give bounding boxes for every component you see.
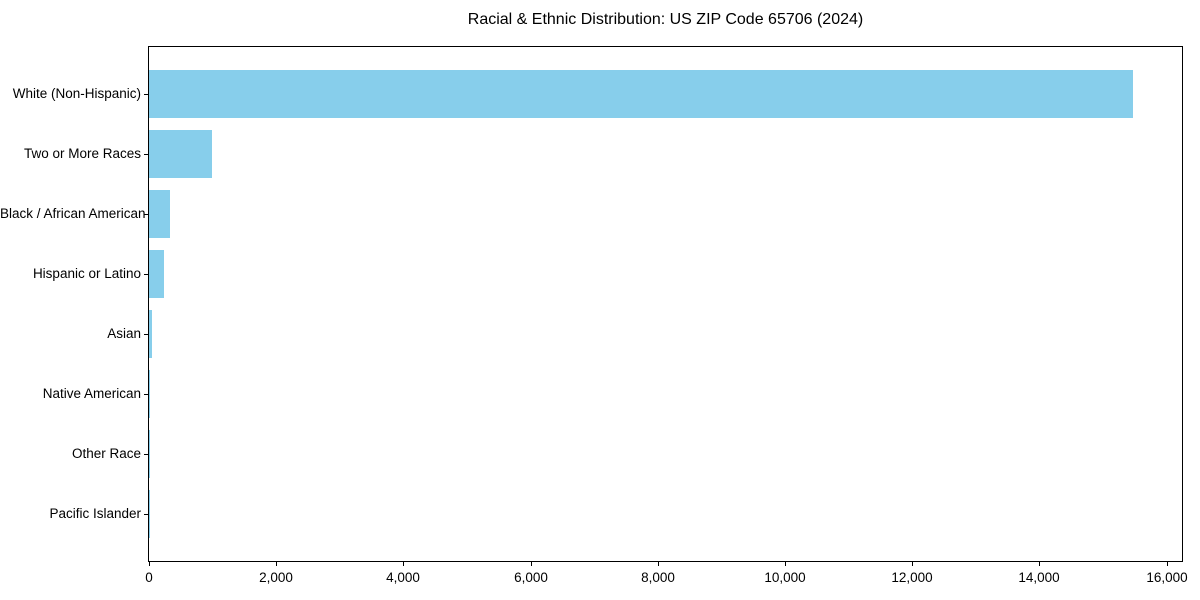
bar bbox=[149, 250, 165, 299]
y-tick-mark bbox=[144, 334, 148, 335]
y-tick-label: Other Race bbox=[71, 446, 141, 461]
x-tick-mark bbox=[1167, 562, 1168, 566]
x-tick-mark bbox=[658, 562, 659, 566]
x-tick-mark bbox=[149, 562, 150, 566]
y-tick-label: Two or More Races bbox=[23, 146, 141, 161]
x-tick-label: 14,000 bbox=[1018, 570, 1060, 585]
x-tick-mark bbox=[1039, 562, 1040, 566]
x-tick-mark bbox=[276, 562, 277, 566]
x-tick-mark bbox=[403, 562, 404, 566]
x-tick-label: 10,000 bbox=[764, 570, 806, 585]
x-tick-mark bbox=[912, 562, 913, 566]
x-tick-label: 4,000 bbox=[386, 570, 420, 585]
y-tick-label: Hispanic or Latino bbox=[32, 266, 141, 281]
x-tick-mark bbox=[785, 562, 786, 566]
y-tick-mark bbox=[144, 274, 148, 275]
chart-title: Racial & Ethnic Distribution: US ZIP Cod… bbox=[467, 11, 864, 28]
x-tick-label: 0 bbox=[145, 570, 153, 585]
y-tick-mark bbox=[144, 214, 148, 215]
y-tick-label: White (Non-Hispanic) bbox=[12, 86, 141, 101]
y-tick-mark bbox=[144, 154, 148, 155]
x-tick-mark bbox=[531, 562, 532, 566]
y-tick-mark bbox=[144, 514, 148, 515]
y-tick-label: Native American bbox=[42, 386, 141, 401]
bar bbox=[149, 369, 150, 418]
x-tick-label: 8,000 bbox=[641, 570, 675, 585]
x-tick-label: 6,000 bbox=[514, 570, 548, 585]
bar bbox=[149, 70, 1133, 119]
y-tick-mark bbox=[144, 454, 148, 455]
y-tick-mark bbox=[144, 94, 148, 95]
y-tick-label: Asian bbox=[107, 326, 141, 341]
plot-area bbox=[148, 46, 1183, 562]
x-tick-label: 12,000 bbox=[891, 570, 933, 585]
bar bbox=[149, 130, 212, 179]
bar bbox=[149, 190, 170, 239]
y-tick-label: Pacific Islander bbox=[49, 506, 141, 521]
x-tick-label: 2,000 bbox=[259, 570, 293, 585]
bar bbox=[149, 309, 153, 358]
y-tick-mark bbox=[144, 394, 148, 395]
x-tick-label: 16,000 bbox=[1146, 570, 1188, 585]
y-tick-label: Black / African American bbox=[0, 206, 146, 221]
